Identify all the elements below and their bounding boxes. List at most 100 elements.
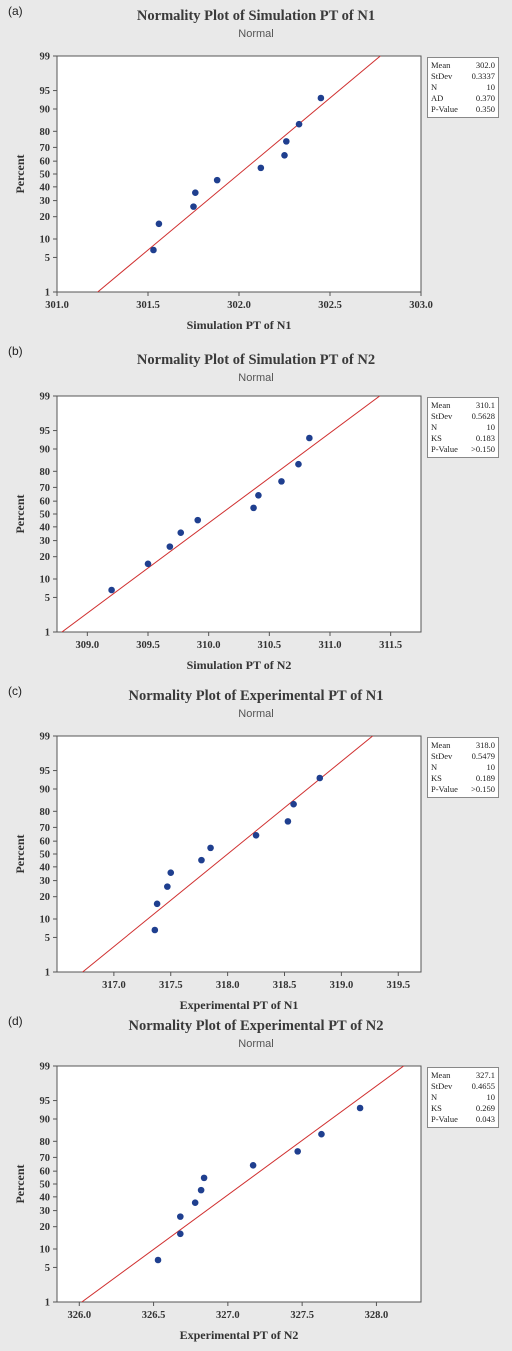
data-point (290, 800, 297, 808)
stat-value: 0.350 (475, 104, 495, 114)
stat-row: Mean 310.1 (431, 400, 495, 411)
data-point (294, 1148, 301, 1155)
stat-value: >0.150 (471, 784, 495, 794)
stat-label: P-Value (431, 784, 458, 794)
x-tick-label: 302.5 (318, 300, 342, 311)
stat-label: P-Value (431, 1114, 458, 1124)
stat-label: KS (431, 433, 442, 443)
data-point (306, 434, 313, 442)
x-tick-label: 302.0 (227, 300, 251, 311)
data-point (295, 120, 303, 128)
x-tick-label: 317.5 (159, 980, 183, 991)
stat-value: 10 (486, 762, 496, 772)
data-point (177, 529, 185, 537)
chart-subtitle: Normal (238, 1038, 274, 1050)
stat-row: KS 0.269 (431, 1103, 495, 1114)
y-tick-label: 70 (40, 1153, 51, 1164)
stats-legend: Mean 302.0 StDev 0.3337 N 10 AD 0.370 P-Value 0.3… (427, 57, 499, 118)
data-point (295, 460, 302, 468)
y-tick-label: 5 (45, 933, 50, 944)
y-tick-label: 60 (40, 837, 51, 848)
stat-row: KS 0.189 (431, 773, 495, 784)
stat-row: KS 0.183 (431, 433, 495, 444)
y-tick-label: 99 (40, 1062, 51, 1073)
y-tick-label: 70 (40, 823, 51, 834)
panel-label: (b) (8, 344, 23, 358)
stat-row: P-Value 0.350 (431, 104, 495, 115)
data-point (194, 516, 202, 524)
x-tick-label: 301.5 (136, 300, 160, 311)
y-tick-label: 95 (40, 766, 51, 777)
data-point (281, 151, 288, 159)
y-tick-label: 70 (40, 143, 51, 154)
y-tick-label: 10 (40, 1245, 51, 1256)
y-axis-label: Percent (13, 154, 27, 193)
fit-line (61, 396, 381, 632)
stat-label: N (431, 1092, 438, 1102)
stat-label: KS (431, 1103, 442, 1113)
y-tick-label: 1 (45, 968, 50, 979)
y-tick-label: 50 (40, 170, 51, 181)
stat-value: 10 (486, 1092, 496, 1102)
chart-panel: (a) Normality Plot of Simulation PT of N1… (0, 0, 512, 338)
y-axis-label: Percent (13, 494, 27, 533)
x-tick-label: 318.5 (273, 980, 297, 991)
y-tick-label: 1 (45, 628, 50, 639)
y-tick-label: 1 (45, 1298, 50, 1309)
plot-frame (56, 395, 422, 633)
chart-title: Normality Plot of Experimental PT of N1 (128, 688, 384, 704)
y-tick-label: 60 (40, 157, 51, 168)
x-tick-label: 327.5 (290, 1310, 314, 1321)
chart-subtitle: Normal (238, 372, 274, 384)
y-tick-label: 20 (40, 892, 51, 903)
data-point (150, 246, 157, 254)
stat-label: StDev (431, 751, 453, 761)
stat-value: 0.269 (475, 1103, 495, 1113)
stat-value: 327.1 (475, 1070, 495, 1080)
stat-value: 0.183 (475, 433, 495, 443)
x-tick-label: 309.0 (76, 640, 100, 651)
stat-value: 0.5479 (471, 751, 495, 761)
data-point (284, 818, 292, 825)
fit-line (96, 56, 382, 292)
data-point (177, 1213, 184, 1220)
data-point (153, 900, 161, 908)
x-tick-label: 311.0 (318, 640, 341, 651)
y-tick-label: 90 (40, 104, 51, 115)
stat-row: AD 0.370 (431, 93, 495, 104)
data-point (257, 164, 265, 172)
stat-value: 0.043 (475, 1114, 495, 1124)
data-point (154, 1256, 162, 1264)
y-tick-label: 10 (40, 915, 51, 926)
data-point (155, 220, 163, 228)
stat-row: N 10 (431, 1092, 495, 1103)
x-tick-label: 310.0 (197, 640, 221, 651)
data-point (252, 831, 260, 839)
stats-legend: Mean 318.0 StDev 0.5479 N 10 KS 0.189 P-Value >0.… (427, 737, 499, 798)
chart-subtitle: Normal (238, 28, 274, 40)
stat-row: StDev 0.3337 (431, 71, 495, 82)
data-point (316, 774, 324, 782)
data-point (200, 1174, 208, 1182)
y-axis-label: Percent (13, 1164, 27, 1203)
x-axis-label: Simulation PT of N2 (187, 658, 292, 672)
stat-row: P-Value >0.150 (431, 444, 495, 455)
y-tick-label: 95 (40, 426, 51, 437)
x-tick-label: 326.5 (142, 1310, 166, 1321)
stat-label: N (431, 422, 438, 432)
chart-subtitle: Normal (238, 708, 274, 720)
stat-row: StDev 0.4655 (431, 1081, 495, 1092)
x-tick-label: 301.0 (45, 300, 69, 311)
y-tick-label: 99 (40, 52, 51, 63)
y-tick-label: 50 (40, 850, 51, 861)
data-point (108, 586, 115, 594)
stat-label: P-Value (431, 104, 458, 114)
y-axis-label: Percent (13, 834, 27, 873)
stat-value: 310.1 (475, 400, 495, 410)
stat-value: 10 (486, 82, 496, 92)
stat-value: 0.3337 (471, 71, 495, 81)
y-tick-label: 30 (40, 536, 51, 547)
stat-value: 0.5628 (471, 411, 495, 421)
